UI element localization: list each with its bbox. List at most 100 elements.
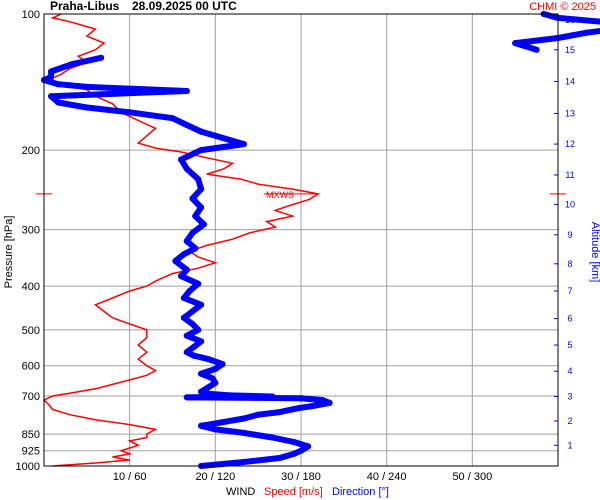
- direction-series-segment: [48, 61, 76, 75]
- direction-point: [189, 308, 196, 315]
- direction-point: [312, 402, 319, 409]
- pressure-tick-label: 100: [22, 9, 40, 21]
- direction-label: Direction [°]: [332, 486, 389, 498]
- wind-tick-label: 10 / 60: [113, 471, 147, 483]
- direction-point: [200, 221, 207, 228]
- station-title: Praha-Libus: [50, 0, 120, 13]
- altitude-tick-label: 3: [567, 392, 572, 402]
- direction-point: [183, 349, 190, 356]
- direction-point: [183, 88, 190, 94]
- direction-point: [190, 352, 197, 359]
- direction-series-segment: [198, 128, 226, 141]
- pressure-tick-label: 600: [22, 361, 40, 373]
- direction-point: [183, 122, 190, 128]
- wind-tick-label: 40 / 240: [367, 471, 407, 483]
- direction-point: [512, 40, 519, 47]
- direction-point: [276, 409, 283, 416]
- direction-point: [55, 81, 62, 88]
- direction-series-segment: [555, 14, 600, 25]
- altitude-tick-label: 13: [565, 108, 575, 118]
- direction-series-segment: [240, 455, 283, 465]
- wind-tick-label: 30 / 180: [281, 471, 321, 483]
- altitude-tick-label: 8: [567, 259, 572, 269]
- altitude-tick-label: 2: [567, 416, 572, 426]
- direction-point: [269, 434, 276, 441]
- direction-point: [290, 439, 297, 445]
- direction-point: [183, 394, 190, 401]
- pressure-tick-label: 850: [22, 429, 40, 441]
- direction-series-segment: [512, 35, 561, 47]
- pressure-tick-label: 700: [22, 391, 40, 403]
- direction-series-segment: [219, 415, 247, 426]
- direction-series-segment: [55, 99, 90, 111]
- direction-point: [326, 399, 333, 406]
- altitude-tick-label: 7: [567, 286, 572, 296]
- direction-point: [305, 443, 312, 450]
- direction-point: [195, 176, 202, 183]
- direction-point: [205, 356, 212, 363]
- altitude-tick-label: 5: [567, 340, 572, 350]
- direction-point: [319, 397, 326, 404]
- direction-point: [195, 326, 202, 333]
- direction-series-segment: [298, 395, 326, 404]
- direction-point: [186, 288, 193, 294]
- wind-tick-label: 50 / 300: [452, 471, 492, 483]
- direction-point: [83, 104, 90, 111]
- credit-label: CHMI © 2025: [529, 1, 596, 13]
- direction-series-segment: [198, 419, 226, 429]
- direction-point: [198, 186, 205, 193]
- direction-point: [83, 83, 90, 90]
- direction-point: [198, 370, 205, 377]
- direction-series-segment: [69, 54, 105, 67]
- direction-point: [189, 321, 196, 327]
- direction-series-segment: [226, 392, 276, 400]
- altitude-tick-label: 15: [565, 45, 575, 55]
- pressure-axis: 100 200 300 400 500 600 700 850 925 1000: [16, 9, 40, 473]
- direction-point: [48, 93, 55, 100]
- datetime-title: 28.09.2025 00 UTC: [132, 0, 237, 13]
- direction-point: [48, 68, 55, 75]
- direction-series-segment: [276, 405, 302, 416]
- direction-point: [226, 392, 233, 399]
- altitude-tick-label: 14: [565, 76, 575, 86]
- direction-point: [178, 156, 185, 163]
- direction-point: [276, 455, 283, 461]
- direction-point: [183, 238, 190, 245]
- direction-point: [198, 147, 205, 154]
- direction-point: [169, 115, 176, 122]
- direction-point: [48, 74, 55, 81]
- direction-series-segment: [255, 409, 283, 418]
- direction-point: [126, 109, 133, 116]
- direction-series-segment: [219, 134, 247, 148]
- direction-series-segment: [583, 27, 600, 36]
- direction-point: [195, 280, 202, 287]
- direction-point: [209, 375, 216, 382]
- direction-point: [69, 61, 76, 67]
- direction-point: [198, 422, 205, 429]
- direction-series-segment: [205, 390, 233, 399]
- direction-point: [219, 134, 226, 141]
- direction-point: [172, 258, 179, 264]
- direction-point: [198, 128, 205, 135]
- direction-point: [180, 295, 187, 301]
- wind-tick-label: 20 / 120: [195, 471, 235, 483]
- direction-point: [240, 141, 247, 148]
- direction-series-segment: [555, 29, 590, 41]
- direction-point: [240, 459, 247, 465]
- direction-point: [198, 338, 205, 345]
- altitude-tick-label: 6: [567, 314, 572, 324]
- direction-point: [212, 379, 219, 386]
- mxws-label: MXWS: [266, 190, 294, 200]
- altitude-tick-label: 10: [565, 200, 575, 210]
- direction-point: [180, 251, 187, 258]
- direction-series-segment: [55, 81, 90, 90]
- altitude-tick-label: 12: [565, 139, 575, 149]
- direction-point: [198, 388, 205, 395]
- direction-point: [192, 245, 199, 252]
- direction-point: [212, 366, 219, 372]
- direction-series-segment: [269, 434, 297, 445]
- direction-series-segment: [126, 109, 176, 122]
- direction-point: [189, 229, 196, 236]
